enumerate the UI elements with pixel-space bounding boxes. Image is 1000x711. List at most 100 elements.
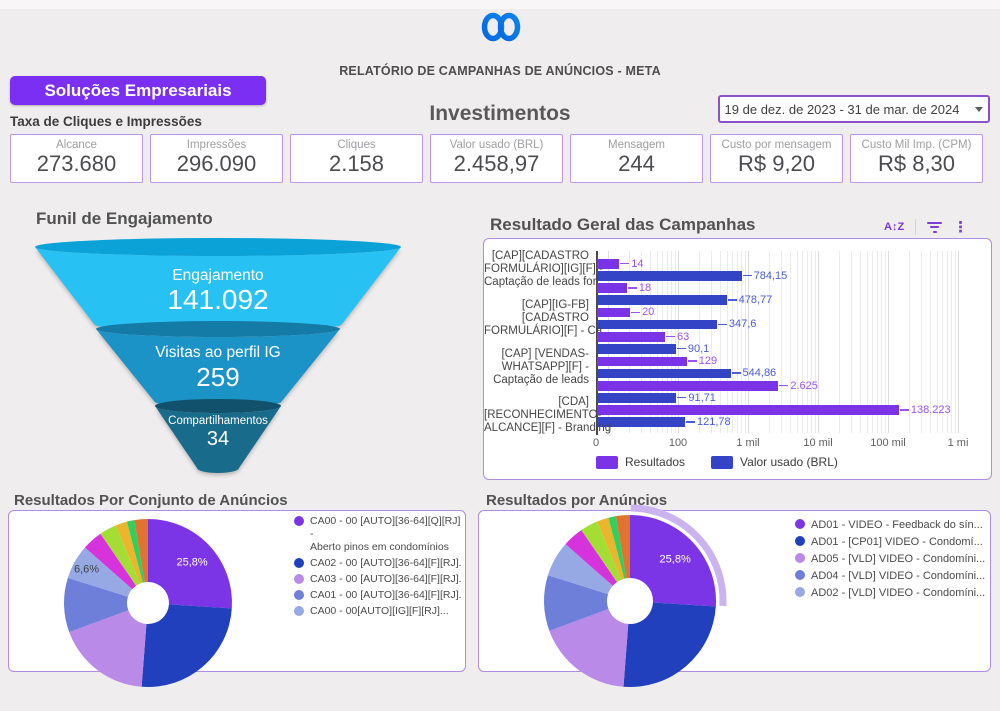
bar-valor-usado[interactable] (597, 417, 685, 427)
funnel-stage-1[interactable] (35, 247, 401, 332)
gridline (711, 251, 713, 433)
bar-valor-usado[interactable] (597, 295, 727, 305)
pie-slice[interactable] (581, 521, 622, 583)
pie-slice[interactable] (100, 525, 140, 586)
pie-legend-item[interactable]: CA01 - 00 [AUTO][36-64][F][RJ]... (294, 589, 462, 602)
label-connector (742, 274, 752, 277)
more-vert-icon[interactable]: ⋮ (953, 219, 969, 236)
bar-value-text: 18 (638, 281, 652, 294)
gridline (629, 251, 631, 433)
pie-legend-item[interactable]: CA00 - 00 [AUTO][36-64][Q][RJ] - Aberto p… (294, 515, 462, 554)
pie-slice[interactable] (141, 604, 232, 688)
pie-slice[interactable] (67, 547, 133, 597)
gridline (656, 251, 658, 433)
funnel-stage-3[interactable] (155, 406, 281, 473)
report-page: RELATÓRIO DE CAMPANHAS DE ANÚNCIOS - MET… (8, 12, 992, 688)
legend-item[interactable]: Valor usado (BRL) (711, 455, 838, 469)
campaign-chart-title: Resultado Geral das Campanhas (490, 215, 756, 234)
bar-resultados[interactable] (597, 405, 899, 415)
pie-legend-item[interactable]: AD01 - [CP01] VIDEO - Condomí... (795, 535, 987, 549)
funnel-stage-2[interactable] (96, 329, 340, 408)
filter-icon[interactable] (927, 219, 943, 235)
legend-swatch (711, 455, 734, 469)
bar-value-text: 478,77 (738, 293, 773, 306)
bar-valor-usado[interactable] (597, 271, 742, 281)
bar-valor-usado[interactable] (597, 319, 717, 330)
pie-legend-label: AD05 - [VLD] VIDEO - Condomíni... (811, 553, 986, 565)
pie-legend-item[interactable]: CA03 - 00 [AUTO][36-64][F][RJ]... (294, 573, 462, 586)
label-connector (779, 384, 789, 387)
x-axis-tick: 1 mi (947, 437, 969, 449)
pie-slice[interactable] (134, 519, 148, 583)
legend-dot (294, 516, 304, 526)
bar-value-label: 138.223 (899, 404, 951, 416)
pie-slice[interactable] (148, 519, 232, 609)
gridline (732, 251, 734, 433)
gridline (851, 251, 853, 433)
pie-legend-item[interactable]: CA02 - 00 [AUTO][36-64][F][RJ]... (294, 557, 462, 570)
gridline (608, 251, 609, 433)
pie-slice[interactable] (608, 516, 627, 579)
pie-legend-item[interactable]: CA00 - 00[AUTO][IG][F][RJ]... (294, 605, 462, 618)
gridline (884, 251, 886, 433)
bar-resultados[interactable] (597, 307, 631, 318)
pie-slice[interactable] (623, 602, 716, 687)
sort-az-icon[interactable]: A↕Z (884, 221, 905, 233)
bar-resultados[interactable] (597, 356, 687, 367)
adset-pie-title: Resultados Por Conjunto de Anúncios (14, 492, 288, 509)
meta-logo-icon (481, 12, 521, 42)
kpi-value: 2.158 (328, 151, 385, 176)
gridline (818, 251, 819, 433)
legend-item[interactable]: Resultados (596, 455, 685, 469)
bar-resultados[interactable] (597, 332, 665, 342)
kpi-value: 244 (618, 151, 655, 176)
kpi-label: Valor usado (BRL) (449, 139, 544, 151)
bar-resultados[interactable] (597, 259, 620, 269)
funnel-stage-3-rim (155, 399, 281, 413)
category-label-line: ALCANCE][F] - Branding (484, 422, 612, 435)
solutions-button[interactable]: Soluções Empresariais (10, 76, 266, 105)
bar-valor-usado[interactable] (597, 393, 677, 403)
gridline (769, 251, 771, 433)
legend-dot (294, 574, 304, 584)
kpi-card: Alcance 273.680 (10, 134, 143, 183)
gridline (678, 251, 679, 433)
date-range-value: 19 de dez. de 2023 - 31 de mar. de 2024 (724, 101, 960, 117)
bar-valor-usado[interactable] (597, 344, 676, 354)
pie-legend-item[interactable]: AD05 - [VLD] VIDEO - Condomíni... (795, 552, 987, 566)
category-label-line: [RECONHECIMENTO- (484, 409, 602, 422)
pie-slice[interactable] (597, 517, 625, 580)
gridline (781, 251, 783, 433)
label-connector (627, 287, 637, 289)
bar-resultados[interactable] (597, 381, 779, 391)
category-label-line: [CAP][CADASTRO (491, 250, 589, 262)
bar-value-text: 544,86 (742, 367, 777, 380)
pie-slice[interactable] (115, 521, 143, 584)
kpi-label: Custo Mil Imp. (CPM) (861, 139, 972, 151)
gridline (811, 251, 813, 433)
pie-legend-item[interactable]: AD01 - VIDEO - Feedback do sín... (795, 518, 987, 532)
bar-value-text: 2.625 (790, 379, 818, 392)
pie-slice[interactable] (630, 515, 717, 607)
pie-legend-item[interactable]: AD04 - [VLD] VIDEO - Condomíni... (795, 569, 987, 583)
kpi-value: 2.458,97 (453, 151, 540, 176)
pie-slice[interactable] (565, 530, 617, 586)
gridline (674, 251, 676, 433)
pie-slice[interactable] (84, 533, 137, 590)
pie-slice[interactable] (126, 520, 145, 583)
pie-slice[interactable] (615, 515, 630, 579)
bar-resultados[interactable] (597, 283, 627, 293)
bar-valor-usado[interactable] (597, 368, 731, 379)
category-label: [CDA] [RECONHECIMENTO- ALCANCE][F] - Brand… (484, 396, 612, 435)
label-connector (665, 335, 675, 338)
date-range-select[interactable]: 19 de dez. de 2023 - 31 de mar. de 2024 (718, 95, 990, 123)
bar-chart-legend: Resultados Valor usado (BRL) (596, 455, 838, 469)
gridline (860, 251, 862, 433)
pie-legend-label: CA00 - 00 [AUTO][36-64][Q][RJ] - Aberto p… (310, 515, 462, 554)
gridline (737, 251, 739, 433)
legend-label: Resultados (625, 455, 686, 469)
pie-legend-item[interactable]: AD02 - [VLD] VIDEO - Condomíni... (795, 586, 987, 600)
kpi-card: Impressões 296.090 (150, 134, 283, 183)
kpi-value: R$ 8,30 (877, 151, 956, 176)
pie-slice[interactable] (547, 544, 613, 595)
